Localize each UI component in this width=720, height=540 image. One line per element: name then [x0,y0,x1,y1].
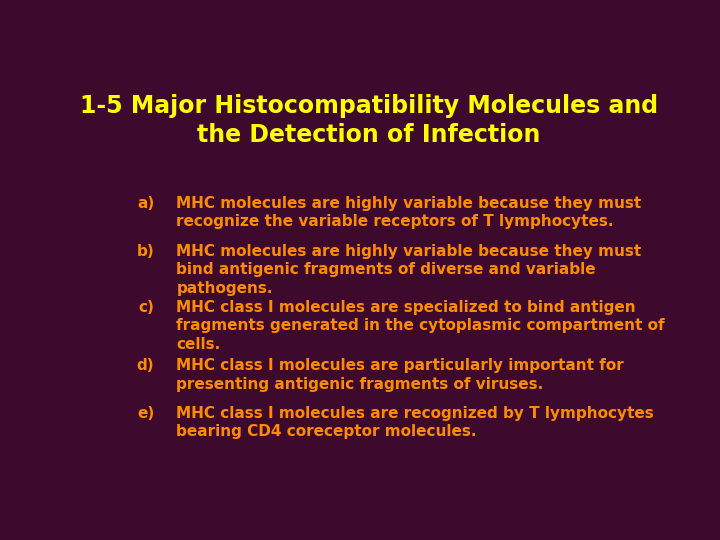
Text: 1-5 Major Histocompatibility Molecules and
the Detection of Infection: 1-5 Major Histocompatibility Molecules a… [80,94,658,147]
Text: a): a) [137,196,154,211]
Text: MHC molecules are highly variable because they must
bind antigenic fragments of : MHC molecules are highly variable becaus… [176,244,642,296]
Text: MHC class I molecules are recognized by T lymphocytes
bearing CD4 coreceptor mol: MHC class I molecules are recognized by … [176,406,654,440]
Text: e): e) [137,406,154,421]
Text: d): d) [137,358,154,373]
Text: c): c) [138,300,154,315]
Text: b): b) [136,244,154,259]
Text: MHC class I molecules are particularly important for
presenting antigenic fragme: MHC class I molecules are particularly i… [176,358,624,392]
Text: MHC molecules are highly variable because they must
recognize the variable recep: MHC molecules are highly variable becaus… [176,196,642,229]
Text: MHC class I molecules are specialized to bind antigen
fragments generated in the: MHC class I molecules are specialized to… [176,300,665,352]
